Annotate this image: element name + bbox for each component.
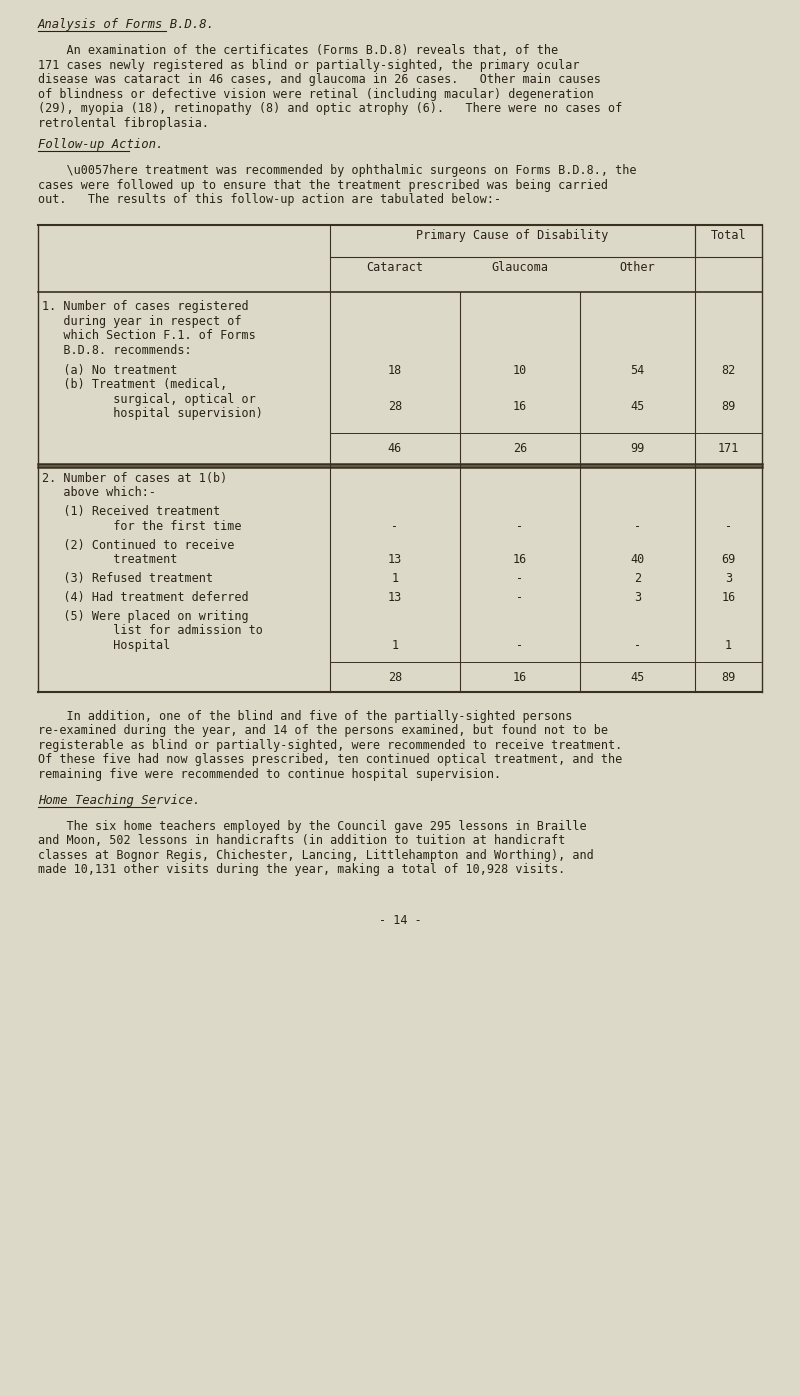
Text: 13: 13	[388, 553, 402, 567]
Text: (5) Were placed on writing: (5) Were placed on writing	[42, 610, 249, 623]
Text: Hospital: Hospital	[42, 638, 170, 652]
Text: 2: 2	[634, 572, 641, 585]
Text: Follow-up Action.: Follow-up Action.	[38, 138, 163, 151]
Text: 10: 10	[513, 364, 527, 377]
Text: registerable as blind or partially-sighted, were recommended to receive treatmen: registerable as blind or partially-sight…	[38, 738, 622, 751]
Text: 16: 16	[722, 591, 736, 604]
Text: (a) No treatment: (a) No treatment	[42, 364, 178, 377]
Text: (2) Continued to receive: (2) Continued to receive	[42, 539, 234, 551]
Text: Glaucoma: Glaucoma	[491, 261, 549, 274]
Text: Home Teaching Service.: Home Teaching Service.	[38, 794, 200, 807]
Text: re-examined during the year, and 14 of the persons examined, but found not to be: re-examined during the year, and 14 of t…	[38, 725, 608, 737]
Text: -: -	[634, 519, 641, 533]
Text: 45: 45	[630, 670, 645, 684]
Text: list for admission to: list for admission to	[42, 624, 263, 637]
Text: cases were followed up to ensure that the treatment prescribed was being carried: cases were followed up to ensure that th…	[38, 179, 608, 193]
Text: \u0057here treatment was recommended by ophthalmic surgeons on Forms B.D.8., the: \u0057here treatment was recommended by …	[38, 165, 637, 177]
Text: for the first time: for the first time	[42, 519, 242, 533]
Text: remaining five were recommended to continue hospital supervision.: remaining five were recommended to conti…	[38, 768, 501, 780]
Text: 28: 28	[388, 670, 402, 684]
Text: retrolental fibroplasia.: retrolental fibroplasia.	[38, 117, 209, 130]
Text: 54: 54	[630, 364, 645, 377]
Text: B.D.8. recommends:: B.D.8. recommends:	[42, 343, 192, 356]
Text: surgical, optical or: surgical, optical or	[42, 392, 256, 406]
Text: classes at Bognor Regis, Chichester, Lancing, Littlehampton and Worthing), and: classes at Bognor Regis, Chichester, Lan…	[38, 849, 594, 861]
Text: 18: 18	[388, 364, 402, 377]
Text: and Moon, 502 lessons in handicrafts (in addition to tuition at handicraft: and Moon, 502 lessons in handicrafts (in…	[38, 835, 566, 847]
Text: 28: 28	[388, 401, 402, 413]
Text: (b) Treatment (medical,: (b) Treatment (medical,	[42, 378, 227, 391]
Text: - 14 -: - 14 -	[378, 914, 422, 927]
Text: 69: 69	[722, 553, 736, 567]
Text: Primary Cause of Disability: Primary Cause of Disability	[416, 229, 609, 243]
Text: -: -	[517, 572, 523, 585]
Text: 89: 89	[722, 670, 736, 684]
Text: 26: 26	[513, 443, 527, 455]
Text: An examination of the certificates (Forms B.D.8) reveals that, of the: An examination of the certificates (Form…	[38, 45, 558, 57]
Text: Total: Total	[710, 229, 746, 243]
Text: 3: 3	[634, 591, 641, 604]
Text: 45: 45	[630, 401, 645, 413]
Text: 46: 46	[388, 443, 402, 455]
Text: -: -	[517, 638, 523, 652]
Text: -: -	[517, 591, 523, 604]
Text: Cataract: Cataract	[366, 261, 423, 274]
Text: -: -	[391, 519, 398, 533]
Text: hospital supervision): hospital supervision)	[42, 408, 263, 420]
Text: -: -	[634, 638, 641, 652]
Text: treatment: treatment	[42, 553, 178, 567]
Text: 1: 1	[391, 638, 398, 652]
Text: (29), myopia (18), retinopathy (8) and optic atrophy (6).   There were no cases : (29), myopia (18), retinopathy (8) and o…	[38, 102, 622, 114]
Text: 171: 171	[718, 443, 739, 455]
Text: -: -	[517, 519, 523, 533]
Text: -: -	[725, 519, 732, 533]
Text: above which:-: above which:-	[42, 486, 156, 500]
Text: which Section F.1. of Forms: which Section F.1. of Forms	[42, 329, 256, 342]
Text: Of these five had now glasses prescribed, ten continued optical treatment, and t: Of these five had now glasses prescribed…	[38, 754, 622, 766]
Text: 82: 82	[722, 364, 736, 377]
Text: of blindness or defective vision were retinal (including macular) degeneration: of blindness or defective vision were re…	[38, 88, 594, 101]
Text: Analysis of Forms B.D.8.: Analysis of Forms B.D.8.	[38, 18, 215, 31]
Text: 2. Number of cases at 1(b): 2. Number of cases at 1(b)	[42, 472, 227, 484]
Text: Other: Other	[620, 261, 655, 274]
Text: 13: 13	[388, 591, 402, 604]
Text: disease was cataract in 46 cases, and glaucoma in 26 cases.   Other main causes: disease was cataract in 46 cases, and gl…	[38, 73, 601, 87]
Text: made 10,131 other visits during the year, making a total of 10,928 visits.: made 10,131 other visits during the year…	[38, 863, 566, 877]
Text: 99: 99	[630, 443, 645, 455]
Text: 3: 3	[725, 572, 732, 585]
Text: (3) Refused treatment: (3) Refused treatment	[42, 572, 213, 585]
Text: (1) Received treatment: (1) Received treatment	[42, 505, 220, 518]
Text: out.   The results of this follow-up action are tabulated below:-: out. The results of this follow-up actio…	[38, 194, 501, 207]
Text: 1. Number of cases registered: 1. Number of cases registered	[42, 300, 249, 313]
Text: In addition, one of the blind and five of the partially-sighted persons: In addition, one of the blind and five o…	[38, 709, 572, 723]
Text: 1: 1	[725, 638, 732, 652]
Text: 1: 1	[391, 572, 398, 585]
Text: (4) Had treatment deferred: (4) Had treatment deferred	[42, 591, 249, 604]
Text: 171 cases newly registered as blind or partially-sighted, the primary ocular: 171 cases newly registered as blind or p…	[38, 59, 579, 71]
Text: during year in respect of: during year in respect of	[42, 314, 242, 328]
Text: 16: 16	[513, 670, 527, 684]
Text: The six home teachers employed by the Council gave 295 lessons in Braille: The six home teachers employed by the Co…	[38, 819, 586, 833]
Text: 89: 89	[722, 401, 736, 413]
Text: 40: 40	[630, 553, 645, 567]
Text: 16: 16	[513, 401, 527, 413]
Text: 16: 16	[513, 553, 527, 567]
